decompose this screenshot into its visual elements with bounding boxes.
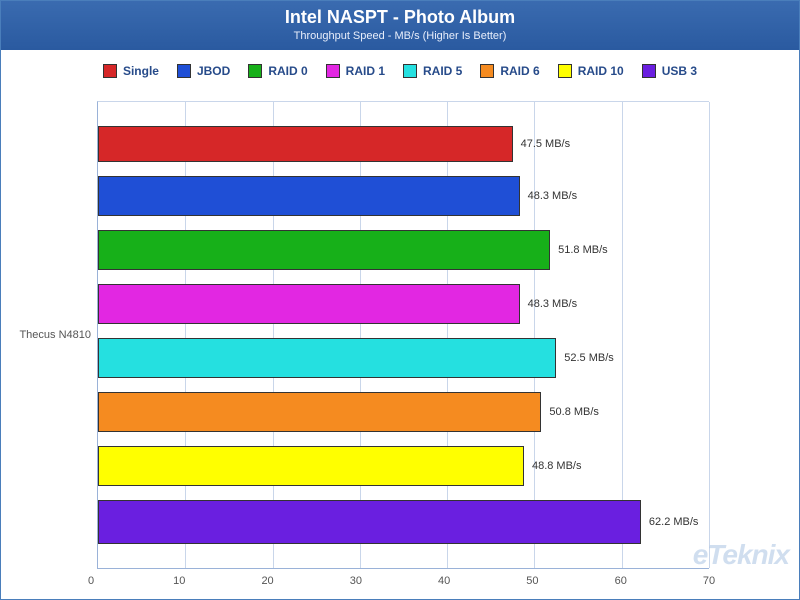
bar-row-single: 47.5 MB/s bbox=[98, 126, 709, 162]
grid-line bbox=[709, 102, 710, 568]
bar-row-raid0: 51.8 MB/s bbox=[98, 230, 709, 270]
bar-value-label: 51.8 MB/s bbox=[550, 244, 608, 256]
bar-raid5 bbox=[98, 338, 556, 378]
x-tick: 30 bbox=[350, 575, 362, 587]
legend-swatch-usb3 bbox=[642, 64, 656, 78]
legend-swatch-single bbox=[103, 64, 117, 78]
plot-wrap: Thecus N4810 47.5 MB/s 48.3 MB/s bbox=[1, 101, 799, 569]
bar-usb3 bbox=[98, 500, 641, 544]
bars-holder: 47.5 MB/s 48.3 MB/s 51.8 MB/s 48.3 MB/s … bbox=[98, 126, 709, 544]
chart-subtitle: Throughput Speed - MB/s (Higher Is Bette… bbox=[1, 30, 799, 42]
legend-item-raid1: RAID 1 bbox=[326, 64, 385, 78]
bar-value-label: 62.2 MB/s bbox=[641, 516, 699, 528]
bar-raid6 bbox=[98, 392, 541, 432]
legend-label: RAID 5 bbox=[423, 64, 462, 78]
bar-raid0 bbox=[98, 230, 550, 270]
legend-label: USB 3 bbox=[662, 64, 697, 78]
legend-item-single: Single bbox=[103, 64, 159, 78]
bar-value-label: 52.5 MB/s bbox=[556, 352, 614, 364]
legend-item-usb3: USB 3 bbox=[642, 64, 697, 78]
legend-swatch-raid10 bbox=[558, 64, 572, 78]
legend: Single JBOD RAID 0 RAID 1 RAID 5 RAID 6 … bbox=[1, 50, 799, 88]
legend-label: Single bbox=[123, 64, 159, 78]
bar-value-label: 50.8 MB/s bbox=[541, 406, 599, 418]
legend-label: RAID 0 bbox=[268, 64, 307, 78]
legend-label: JBOD bbox=[197, 64, 230, 78]
x-tick: 0 bbox=[88, 575, 94, 587]
bar-row-jbod: 48.3 MB/s bbox=[98, 176, 709, 216]
bar-single bbox=[98, 126, 513, 162]
y-axis: Thecus N4810 bbox=[1, 101, 97, 569]
bar-row-usb3: 62.2 MB/s bbox=[98, 500, 709, 544]
bar-value-label: 48.3 MB/s bbox=[520, 190, 578, 202]
bar-jbod bbox=[98, 176, 520, 216]
bar-value-label: 47.5 MB/s bbox=[513, 138, 571, 150]
legend-swatch-raid0 bbox=[248, 64, 262, 78]
bar-value-label: 48.8 MB/s bbox=[524, 460, 582, 472]
legend-label: RAID 6 bbox=[500, 64, 539, 78]
bar-row-raid5: 52.5 MB/s bbox=[98, 338, 709, 378]
bar-raid10 bbox=[98, 446, 524, 486]
x-tick: 70 bbox=[703, 575, 715, 587]
x-tick: 40 bbox=[438, 575, 450, 587]
legend-swatch-jbod bbox=[177, 64, 191, 78]
legend-item-jbod: JBOD bbox=[177, 64, 230, 78]
bar-row-raid1: 48.3 MB/s bbox=[98, 284, 709, 324]
x-axis: 0 10 20 30 40 50 60 70 bbox=[91, 573, 709, 593]
legend-label: RAID 1 bbox=[346, 64, 385, 78]
chart-title: Intel NASPT - Photo Album bbox=[1, 7, 799, 28]
legend-item-raid5: RAID 5 bbox=[403, 64, 462, 78]
x-tick: 10 bbox=[173, 575, 185, 587]
legend-swatch-raid6 bbox=[480, 64, 494, 78]
legend-label: RAID 10 bbox=[578, 64, 624, 78]
x-tick: 60 bbox=[615, 575, 627, 587]
x-tick: 50 bbox=[526, 575, 538, 587]
bar-value-label: 48.3 MB/s bbox=[520, 298, 578, 310]
bar-raid1 bbox=[98, 284, 520, 324]
legend-item-raid0: RAID 0 bbox=[248, 64, 307, 78]
legend-item-raid6: RAID 6 bbox=[480, 64, 539, 78]
bar-row-raid6: 50.8 MB/s bbox=[98, 392, 709, 432]
legend-swatch-raid5 bbox=[403, 64, 417, 78]
legend-swatch-raid1 bbox=[326, 64, 340, 78]
chart-frame: Intel NASPT - Photo Album Throughput Spe… bbox=[0, 0, 800, 600]
legend-item-raid10: RAID 10 bbox=[558, 64, 624, 78]
x-tick: 20 bbox=[261, 575, 273, 587]
y-category-label: Thecus N4810 bbox=[19, 329, 91, 341]
title-band: Intel NASPT - Photo Album Throughput Spe… bbox=[1, 1, 799, 50]
plot-area: 47.5 MB/s 48.3 MB/s 51.8 MB/s 48.3 MB/s … bbox=[97, 101, 709, 569]
bar-row-raid10: 48.8 MB/s bbox=[98, 446, 709, 486]
